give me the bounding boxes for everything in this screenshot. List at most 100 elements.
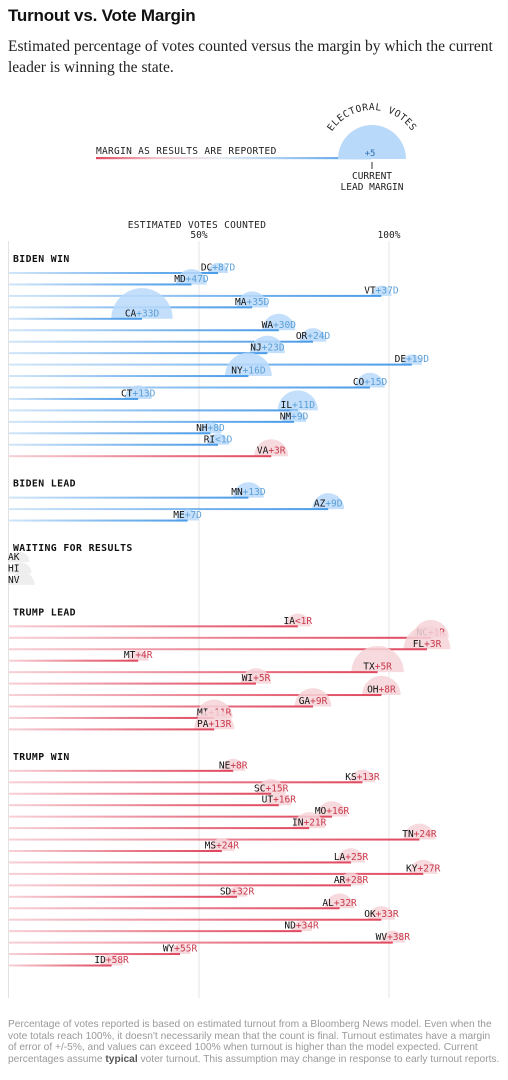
state-row: MT+4R [9, 650, 153, 662]
state-row: IL+11D [9, 390, 318, 412]
ev-bubble [351, 645, 404, 673]
state-margin: +11D [292, 400, 315, 411]
state-margin: +55R [174, 944, 197, 955]
state-row: OH+8R [9, 675, 401, 697]
state-row: NV [8, 572, 35, 586]
state-margin: +28R [345, 875, 368, 886]
state-label: CT+13D [121, 388, 156, 399]
page-subtitle: Estimated percentage of votes counted ve… [8, 38, 493, 76]
footnote: Percentage of votes reported is based on… [8, 1019, 500, 1065]
state-margin: +34R [296, 921, 319, 932]
ev-bubble [127, 650, 149, 661]
state-row: KY+27R [9, 859, 441, 875]
ev-bubble [403, 625, 451, 650]
state-margin: +7D [185, 510, 202, 521]
ev-bubble [111, 288, 173, 319]
margin-bar [9, 455, 272, 458]
state-row: AK [8, 551, 30, 563]
state-label: MS+24R [205, 841, 240, 852]
state-margin: +8D [208, 423, 225, 434]
state-row: SC+15R [9, 778, 289, 795]
state-row: DE+19D [9, 354, 429, 366]
ev-bubble [409, 859, 438, 874]
state-label: AR+28R [334, 875, 369, 886]
ev-bubble [226, 886, 248, 897]
state-row: NH+8D [9, 422, 225, 435]
margin-bar [9, 827, 310, 830]
x-axis-title: ESTIMATED VOTES COUNTED [128, 220, 266, 231]
state-row: IA<1R [9, 613, 312, 628]
margin-bar [9, 918, 382, 921]
margin-bar [9, 340, 313, 343]
state-label: PA+13R [197, 719, 232, 730]
state-margin: <1D [215, 434, 232, 445]
state-margin: +13R [208, 719, 231, 730]
state-label: NH+8D [196, 423, 225, 434]
state-margin: +33D [136, 308, 159, 319]
state-code: IA [283, 616, 295, 627]
group-title: BIDEN WIN [13, 254, 70, 265]
state-margin: +5R [253, 673, 270, 684]
state-code: ME [173, 510, 185, 521]
state-margin: +15R [265, 783, 288, 794]
footnote-text: Percentage of votes reported is based on… [8, 1019, 492, 1065]
legend: MARGIN AS RESULTS ARE REPORTED ELECTORAL… [96, 102, 418, 193]
ev-bubble [316, 801, 348, 817]
ev-bubble [277, 390, 318, 411]
state-code: MA [235, 297, 247, 308]
state-code: CA [125, 308, 137, 319]
page-title: Turnout vs. Vote Margin [8, 6, 196, 25]
state-code: MS [205, 841, 217, 852]
state-row: OK+33R [9, 906, 399, 921]
state-code: DC [201, 263, 212, 274]
state-row: IN+21R [9, 812, 327, 830]
legend-margin-label: MARGIN AS RESULTS ARE REPORTED [96, 146, 277, 157]
state-margin: +87D [212, 263, 235, 274]
ev-bubble [254, 439, 289, 457]
state-margin: +9R [310, 696, 327, 707]
group-trump-lead: TRUMP LEADIA<1RNC+1RFL+3RMT+4RTX+5RWI+5R… [9, 607, 451, 731]
state-row: GA+9R [9, 688, 332, 708]
state-row: CT+13D [9, 385, 156, 400]
state-code: UT [262, 795, 274, 806]
state-margin: +35D [246, 297, 269, 308]
state-margin: +13R [357, 772, 380, 783]
margin-bar [9, 728, 215, 731]
state-code: AL [322, 898, 334, 909]
state-code: OH [367, 685, 379, 696]
state-code: FL [413, 639, 425, 650]
ev-bubble [208, 838, 235, 851]
state-row: DC+87D [9, 263, 235, 274]
state-margin: +8R [230, 760, 247, 771]
margin-bar [9, 420, 294, 423]
ev-bubble [380, 930, 405, 943]
state-row: AL+32R [9, 893, 357, 910]
ev-bubble [403, 823, 436, 840]
group-title: BIDEN LEAD [13, 479, 76, 490]
state-margin: +32R [334, 898, 357, 909]
state-code: IL [281, 400, 293, 411]
margin-bar [9, 792, 272, 795]
state-row: RI<1D [9, 433, 233, 446]
state-margin: +38R [387, 932, 410, 943]
state-margin: <1R [295, 616, 312, 627]
ev-bubble [294, 688, 332, 707]
state-row: ND+34R [9, 921, 319, 933]
state-row: CA+33D [9, 288, 173, 320]
state-label: NE+8R [219, 760, 248, 771]
margin-bar [9, 386, 370, 389]
margin-bar [9, 804, 279, 807]
margin-bar [9, 397, 139, 400]
gridlines [198, 241, 390, 998]
state-margin: +24D [307, 331, 330, 342]
state-row: WY+55R [9, 944, 197, 956]
state-row: HI [8, 562, 32, 574]
margin-bar [9, 659, 139, 662]
margin-bar [9, 872, 424, 875]
state-label: CO+15D [353, 377, 388, 388]
margin-bar [9, 716, 215, 719]
state-row: WA+30D [9, 313, 296, 332]
ev-bubble [9, 562, 32, 574]
state-margin: +37D [376, 285, 399, 296]
state-label: NM+9D [280, 411, 309, 422]
